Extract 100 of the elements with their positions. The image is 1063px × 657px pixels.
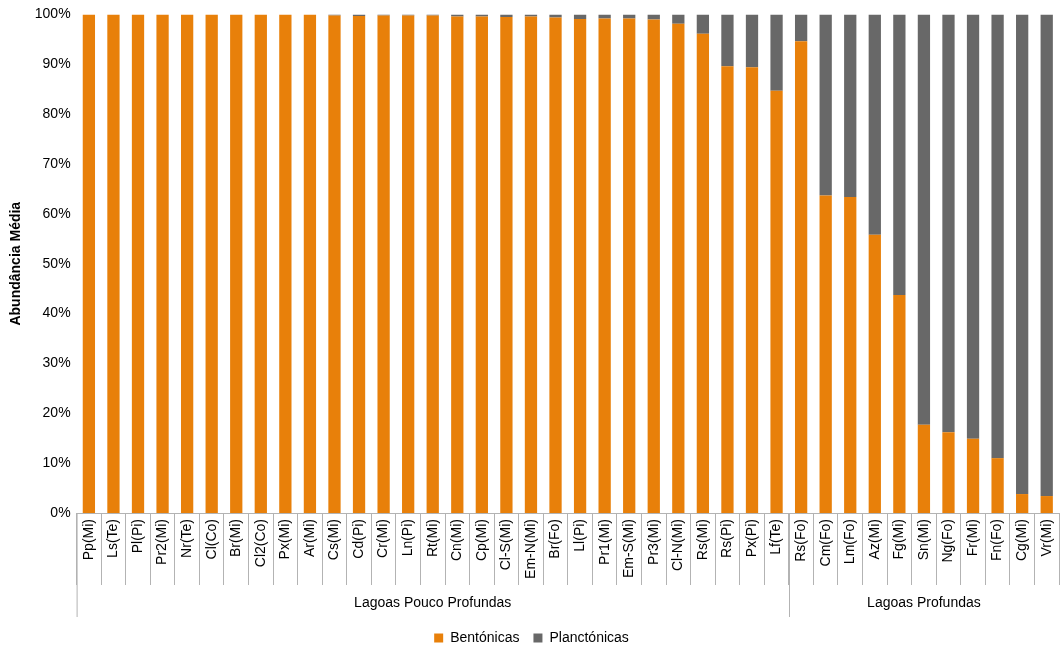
bar	[745, 67, 759, 513]
bar	[942, 432, 955, 513]
bar	[647, 19, 660, 513]
legend-label: Planctónicas	[549, 628, 629, 645]
bar	[254, 14, 267, 513]
x-tick-label: Fr(Mi)	[963, 519, 980, 557]
x-tick-label: Cn(Mi)	[448, 519, 465, 561]
bar	[205, 14, 218, 513]
bar	[451, 16, 464, 513]
x-tick-label: Px(Pi)	[742, 519, 759, 558]
bar	[598, 18, 611, 513]
x-tick-label: Sn(Mi)	[914, 519, 931, 561]
bar	[991, 14, 1004, 459]
bar	[402, 15, 415, 513]
bar	[794, 41, 808, 513]
x-tick-label: Em-N(Mi)	[521, 519, 538, 579]
x-tick-label: Pr1(Mi)	[595, 519, 612, 565]
bar	[230, 14, 243, 513]
y-tick-label: 100%	[34, 5, 71, 22]
y-tick-label: 60%	[42, 204, 71, 221]
x-tick-label: Nr(Te)	[177, 519, 194, 558]
x-tick-label: Cl-S(Mi)	[497, 519, 514, 571]
x-tick-label: Cd(Pi)	[349, 519, 366, 559]
bar	[180, 14, 194, 513]
bar	[82, 14, 96, 513]
y-tick-label: 0%	[50, 503, 71, 520]
bar	[844, 14, 857, 197]
x-tick-label: Lf(Te)	[767, 519, 784, 555]
bar	[426, 15, 439, 513]
bar	[917, 424, 931, 513]
bar	[279, 14, 292, 513]
x-tick-label: Fn(Fo)	[988, 519, 1005, 561]
bar	[991, 458, 1004, 513]
y-axis-title: Abundância Média	[7, 201, 24, 326]
x-tick-label: Fg(Mi)	[890, 519, 907, 560]
bar	[917, 14, 931, 425]
text: Lagoas Profundas	[867, 593, 981, 610]
x-tick-label: Ll(Pi)	[570, 519, 587, 552]
bar	[672, 23, 685, 513]
y-tick-label: 20%	[42, 404, 71, 421]
x-tick-label: Az(Mi)	[865, 519, 882, 560]
bar	[794, 14, 808, 42]
x-tick-label: Cg(Mi)	[1013, 519, 1030, 561]
bar	[893, 295, 906, 513]
x-tick-label: Pr2(Mi)	[153, 519, 170, 565]
legend-label: Bentónicas	[450, 628, 520, 645]
bar	[868, 14, 881, 235]
bar	[500, 16, 513, 513]
bar	[573, 18, 587, 513]
y-tick-label: 90%	[42, 55, 71, 72]
bar	[549, 17, 562, 513]
x-tick-label: Br(Mi)	[227, 519, 244, 558]
x-tick-label: Cp(Mi)	[472, 519, 489, 561]
bar	[377, 15, 390, 513]
bar	[966, 14, 980, 439]
x-tick-label: Pp(Mi)	[79, 519, 96, 561]
bar	[1016, 14, 1029, 495]
bar	[721, 14, 734, 67]
x-tick-label: Rs(Mi)	[693, 519, 710, 561]
x-tick-label: Cr(Mi)	[374, 519, 391, 558]
bar	[819, 195, 832, 513]
bar	[475, 16, 488, 513]
x-tick-label: Pl(Pi)	[128, 519, 145, 554]
bar	[844, 196, 857, 513]
text: Lagoas Pouco Profundas	[354, 593, 512, 610]
y-tick-label: 50%	[42, 254, 71, 271]
bar	[721, 66, 734, 513]
bar	[156, 14, 169, 513]
bar	[672, 14, 685, 24]
bar	[868, 234, 881, 513]
x-tick-label: Rt(Mi)	[423, 519, 440, 558]
y-tick-label: 80%	[42, 104, 71, 121]
x-tick-label: Cl2(Co)	[251, 519, 268, 568]
bar	[770, 90, 783, 513]
bar	[352, 15, 366, 513]
x-tick-label: Lm(Fo)	[841, 519, 858, 565]
x-tick-label: Rs(Pi)	[718, 519, 735, 558]
bar	[623, 18, 636, 513]
bar	[1016, 494, 1029, 513]
bar	[524, 16, 538, 513]
x-tick-label: Rs(Fo)	[791, 519, 808, 562]
y-tick-label: 10%	[42, 454, 71, 470]
bar	[107, 14, 120, 513]
x-tick-label: Pr3(Mi)	[644, 519, 661, 565]
x-tick-label: Cs(Mi)	[325, 519, 342, 561]
x-tick-label: Vr(Mi)	[1037, 519, 1054, 557]
y-tick-label: 70%	[42, 154, 71, 171]
bar	[328, 15, 341, 513]
x-tick-label: Br(Fo)	[546, 519, 563, 559]
bar	[770, 14, 783, 91]
x-tick-label: Cl-N(Mi)	[669, 519, 686, 572]
x-tick-label: Px(Mi)	[276, 519, 293, 560]
x-tick-label: Ls(Te)	[104, 519, 121, 558]
x-tick-label: Ng(Fo)	[939, 519, 956, 563]
x-tick-label: Ln(Pi)	[399, 519, 416, 557]
bar	[696, 14, 710, 34]
bar	[893, 14, 906, 296]
bar	[966, 438, 980, 513]
bar	[942, 14, 955, 433]
x-tick-label: Em-S(Mi)	[620, 519, 637, 579]
